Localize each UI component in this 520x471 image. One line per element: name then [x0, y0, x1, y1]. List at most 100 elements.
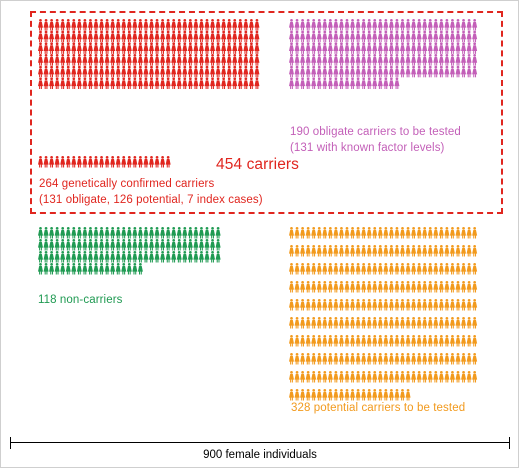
female-person-icon: [115, 77, 121, 89]
female-person-icon: [132, 226, 138, 239]
female-person-icon: [243, 54, 249, 66]
female-person-icon: [160, 238, 166, 251]
female-person-icon: [327, 334, 333, 347]
female-person-icon: [176, 77, 182, 89]
female-person-icon: [422, 226, 428, 239]
female-person-icon: [232, 65, 238, 78]
female-person-icon: [344, 18, 350, 31]
female-person-icon: [322, 65, 328, 78]
female-person-icon: [132, 54, 138, 66]
female-person-icon: [327, 30, 333, 43]
female-person-icon: [149, 30, 154, 43]
female-person-icon: [289, 30, 294, 43]
female-person-icon: [300, 388, 306, 401]
female-person-icon: [305, 226, 311, 239]
female-person-icon: [322, 30, 328, 43]
female-person-icon: [38, 54, 43, 66]
female-person-icon: [289, 18, 294, 31]
female-person-icon: [43, 30, 49, 43]
female-person-icon: [322, 244, 328, 257]
female-person-icon: [154, 42, 160, 54]
female-person-icon: [187, 42, 193, 54]
female-person-icon: [350, 370, 356, 383]
female-person-icon: [383, 316, 389, 329]
female-person-icon: [104, 18, 110, 31]
female-person-icon: [204, 65, 210, 78]
female-person-icon: [110, 77, 116, 89]
female-person-icon: [322, 280, 328, 293]
female-person-icon: [472, 54, 478, 66]
female-person-icon: [433, 298, 439, 311]
female-person-icon: [232, 30, 238, 43]
female-person-icon: [400, 352, 405, 365]
female-person-icon: [433, 334, 439, 347]
female-person-icon: [38, 30, 43, 43]
female-person-icon: [327, 54, 333, 66]
female-person-icon: [427, 65, 433, 78]
female-person-icon: [383, 244, 389, 257]
female-person-icon: [466, 298, 472, 311]
female-person-icon: [187, 238, 193, 251]
female-person-icon: [355, 352, 361, 365]
female-person-icon: [137, 250, 143, 263]
female-person-icon: [466, 244, 472, 257]
female-person-icon: [472, 65, 478, 78]
female-person-icon: [243, 30, 249, 43]
female-person-icon: [449, 352, 455, 365]
female-person-icon: [455, 262, 461, 275]
female-person-icon: [137, 30, 143, 43]
female-person-icon: [65, 18, 71, 31]
female-person-icon: [143, 65, 149, 78]
female-person-icon: [154, 65, 160, 78]
female-person-icon: [400, 298, 405, 311]
female-person-icon: [237, 30, 243, 43]
female-person-icon: [438, 298, 444, 311]
female-person-icon: [204, 30, 210, 43]
female-person-icon: [294, 77, 300, 89]
female-person-icon: [210, 65, 216, 78]
female-person-icon: [405, 262, 411, 275]
female-person-icon: [472, 334, 478, 347]
female-person-icon: [400, 280, 405, 293]
obligate-label-line-1: 190 obligate carriers to be tested: [290, 126, 461, 138]
female-person-icon: [344, 352, 350, 365]
female-person-icon: [71, 77, 77, 89]
female-person-icon: [237, 65, 243, 78]
female-person-icon: [361, 370, 367, 383]
female-person-icon: [176, 238, 182, 251]
female-person-icon: [254, 42, 260, 54]
female-person-icon: [71, 250, 77, 263]
female-person-icon: [289, 244, 294, 257]
female-person-icon: [182, 238, 188, 251]
female-person-icon: [466, 280, 472, 293]
female-person-icon: [372, 352, 378, 365]
female-person-icon: [137, 226, 143, 239]
female-person-icon: [65, 238, 71, 251]
female-person-icon: [300, 370, 306, 383]
female-person-icon: [160, 226, 166, 239]
female-person-icon: [226, 54, 232, 66]
female-person-icon: [198, 226, 204, 239]
female-person-icon: [327, 226, 333, 239]
female-person-icon: [388, 388, 394, 401]
female-person-icon: [449, 42, 455, 54]
female-person-icon: [193, 238, 199, 251]
female-person-icon: [361, 65, 367, 78]
female-person-icon: [300, 42, 306, 54]
female-person-icon: [204, 250, 210, 263]
female-person-icon: [171, 65, 177, 78]
female-person-icon: [93, 65, 99, 78]
female-person-icon: [121, 54, 127, 66]
female-person-icon: [449, 280, 455, 293]
female-person-icon: [461, 316, 467, 329]
female-person-icon: [198, 18, 204, 31]
female-person-icon: [444, 298, 450, 311]
female-person-icon: [433, 54, 439, 66]
female-person-icon: [71, 238, 77, 251]
female-person-icon: [215, 18, 221, 31]
female-person-icon: [427, 370, 433, 383]
female-person-icon: [377, 298, 383, 311]
female-person-icon: [132, 42, 138, 54]
female-person-icon: [87, 18, 93, 31]
female-person-icon: [433, 370, 439, 383]
